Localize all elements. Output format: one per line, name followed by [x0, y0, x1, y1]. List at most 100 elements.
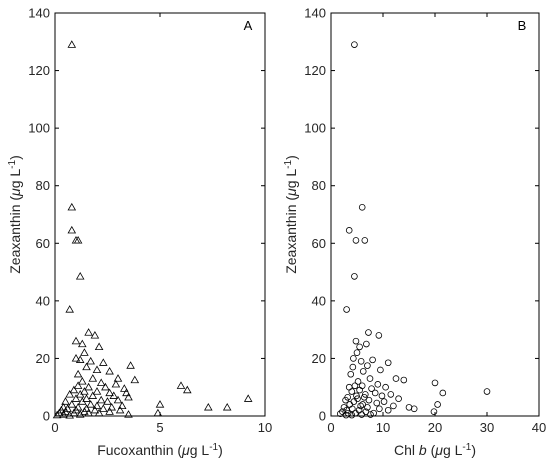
data-point-triangle — [176, 381, 186, 389]
x-axis-label: Fucoxanthin (μg L-1) — [97, 442, 223, 458]
y-tick-label: 60 — [312, 236, 326, 251]
data-point-circle — [362, 391, 369, 398]
data-point-triangle — [88, 374, 98, 382]
data-point-circle — [349, 363, 357, 371]
data-point-circle — [400, 376, 408, 384]
data-point-circle — [352, 237, 360, 244]
data-point-triangle — [92, 365, 102, 374]
data-point-triangle — [96, 378, 106, 386]
data-point-triangle — [75, 271, 85, 280]
data-point-circle — [384, 406, 392, 414]
panel-a: 0 20 40 60 80 100 120 140 0 5 10 A Fucoxanthin (μg L… — [7, 6, 272, 459]
data-point-triangle — [73, 381, 83, 389]
y-tick-label: 0 — [43, 409, 50, 424]
data-point-triangle — [59, 410, 68, 418]
data-point-triangle — [67, 400, 77, 408]
data-point-circle — [367, 411, 374, 418]
data-point-triangle — [96, 395, 106, 404]
data-point-triangle — [113, 395, 123, 404]
data-point-circle — [343, 306, 350, 313]
data-point-circle — [354, 378, 362, 385]
data-point-circle — [374, 381, 382, 388]
data-point-circle — [384, 359, 392, 367]
data-point-circle — [371, 389, 379, 397]
y-tick-label: 120 — [304, 63, 326, 78]
panel-letter: B — [518, 18, 527, 33]
data-point-circle — [353, 349, 361, 356]
data-point-triangle — [115, 405, 125, 414]
data-point-triangle — [75, 390, 85, 398]
data-point-circle — [370, 409, 377, 417]
data-point-triangle — [94, 408, 104, 417]
data-point-triangle — [126, 361, 135, 369]
data-point-circle — [352, 337, 360, 345]
data-point-triangle — [84, 328, 93, 336]
x-tick-label: 10 — [258, 420, 272, 435]
data-point-triangle — [78, 377, 87, 385]
y-tick-label: 80 — [36, 178, 50, 193]
data-point-circle — [364, 362, 371, 369]
data-point-triangle — [80, 387, 89, 395]
y-tick-label: 140 — [304, 6, 326, 21]
data-point-circle — [392, 375, 400, 382]
data-point-triangle — [120, 384, 129, 392]
data-point-triangle — [113, 374, 123, 382]
data-point-circle — [382, 383, 389, 391]
data-point-circle — [346, 401, 354, 408]
data-point-circle — [483, 388, 491, 395]
y-tick-label: 100 — [304, 121, 326, 136]
data-point-triangle — [86, 356, 95, 365]
data-point-circle — [375, 332, 383, 339]
data-point-circle — [345, 383, 353, 391]
data-point-circle — [430, 408, 438, 415]
y-tick-label: 20 — [312, 351, 326, 366]
data-point-circle — [410, 405, 418, 413]
data-point-triangle — [71, 336, 81, 345]
x-tick-label: 10 — [376, 420, 390, 435]
data-point-circle — [369, 356, 376, 364]
data-point-circle — [350, 355, 357, 362]
data-point-circle — [361, 237, 369, 244]
x-axis-label: Chl b (μg L-1) — [394, 442, 476, 458]
data-point-circle — [365, 329, 372, 336]
data-point-circle — [378, 392, 386, 400]
data-point-triangle — [109, 391, 119, 399]
data-point-circle — [345, 227, 353, 234]
data-point-triangle — [222, 402, 232, 411]
y-tick-label: 40 — [312, 293, 326, 308]
data-point-circle — [357, 358, 365, 365]
x-tick-label: 40 — [532, 420, 546, 435]
data-point-circle — [376, 405, 383, 413]
data-point-triangle — [92, 401, 102, 410]
data-point-triangle — [80, 348, 89, 356]
data-point-triangle — [105, 366, 114, 375]
data-point-circle — [352, 409, 359, 417]
data-point-triangle — [99, 358, 108, 366]
y-tick-label: 120 — [28, 63, 50, 78]
data-point-triangle — [155, 400, 165, 408]
data-point-circle — [363, 340, 370, 348]
data-point-circle — [351, 41, 358, 48]
data-point-circle — [351, 382, 359, 390]
data-point-circle — [358, 204, 366, 211]
data-point-triangle — [124, 392, 133, 401]
data-point-triangle — [183, 385, 192, 394]
data-point-triangle — [69, 408, 79, 417]
data-point-circle — [368, 385, 375, 392]
data-point-triangle — [67, 40, 77, 48]
data-point-triangle — [105, 388, 114, 397]
data-point-triangle — [73, 369, 83, 378]
panel-letter: A — [244, 18, 253, 33]
y-axis-label: Zeaxanthin (μg L-1) — [7, 155, 23, 274]
y-tick-label: 40 — [36, 293, 50, 308]
data-point-triangle — [90, 405, 100, 414]
data-point-triangle — [86, 400, 95, 408]
y-tick-label: 100 — [28, 121, 50, 136]
data-point-triangle — [61, 397, 70, 405]
data-point-triangle — [52, 410, 62, 419]
y-axis-label: Zeaxanthin (μg L-1) — [283, 155, 299, 274]
data-point-triangle — [84, 382, 93, 391]
data-point-triangle — [90, 330, 100, 339]
data-point-circle — [356, 386, 363, 394]
